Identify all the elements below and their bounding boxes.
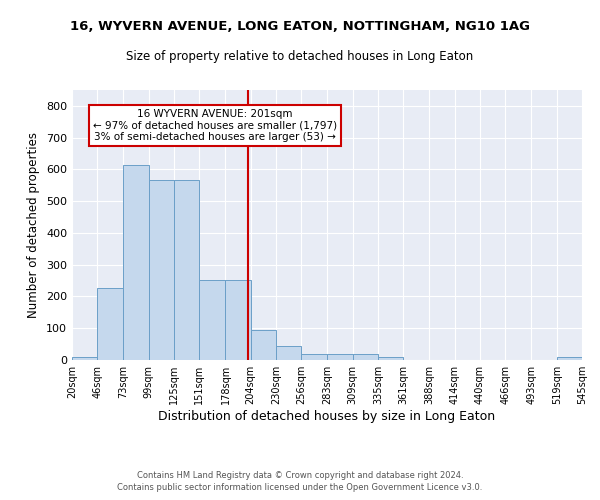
Text: Size of property relative to detached houses in Long Eaton: Size of property relative to detached ho… [127,50,473,63]
Text: Contains public sector information licensed under the Open Government Licence v3: Contains public sector information licen… [118,484,482,492]
Bar [199,280,226,360]
Bar [226,280,251,360]
Bar [328,354,353,360]
Y-axis label: Number of detached properties: Number of detached properties [28,132,40,318]
Bar [97,288,124,360]
Text: 16, WYVERN AVENUE, LONG EATON, NOTTINGHAM, NG10 1AG: 16, WYVERN AVENUE, LONG EATON, NOTTINGHA… [70,20,530,33]
Bar [124,164,149,360]
Bar [353,354,378,360]
Bar [149,180,174,360]
Bar [251,330,276,360]
Text: Contains HM Land Registry data © Crown copyright and database right 2024.: Contains HM Land Registry data © Crown c… [137,471,463,480]
Text: 16 WYVERN AVENUE: 201sqm
← 97% of detached houses are smaller (1,797)
3% of semi: 16 WYVERN AVENUE: 201sqm ← 97% of detach… [93,109,337,142]
Bar [72,357,97,360]
Bar [557,357,582,360]
Bar [378,357,403,360]
Bar [301,354,328,360]
Bar [174,180,199,360]
Bar [276,346,301,360]
X-axis label: Distribution of detached houses by size in Long Eaton: Distribution of detached houses by size … [158,410,496,423]
